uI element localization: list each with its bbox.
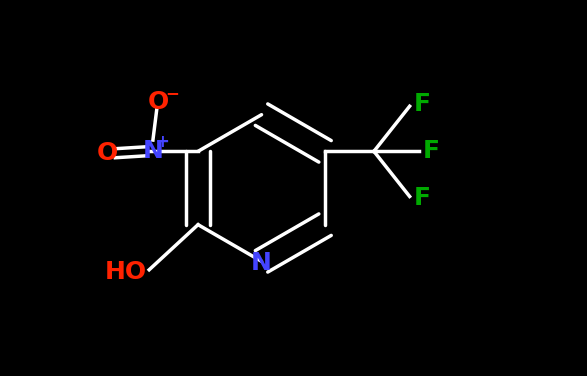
Text: +: + [156,133,169,151]
Text: F: F [413,92,430,116]
Text: O: O [148,91,169,114]
Text: N: N [251,251,272,275]
Text: HO: HO [105,260,147,284]
Text: N: N [143,139,163,163]
Text: O: O [97,141,119,165]
Text: −: − [165,84,178,102]
Text: F: F [413,186,430,210]
Text: F: F [423,139,440,163]
